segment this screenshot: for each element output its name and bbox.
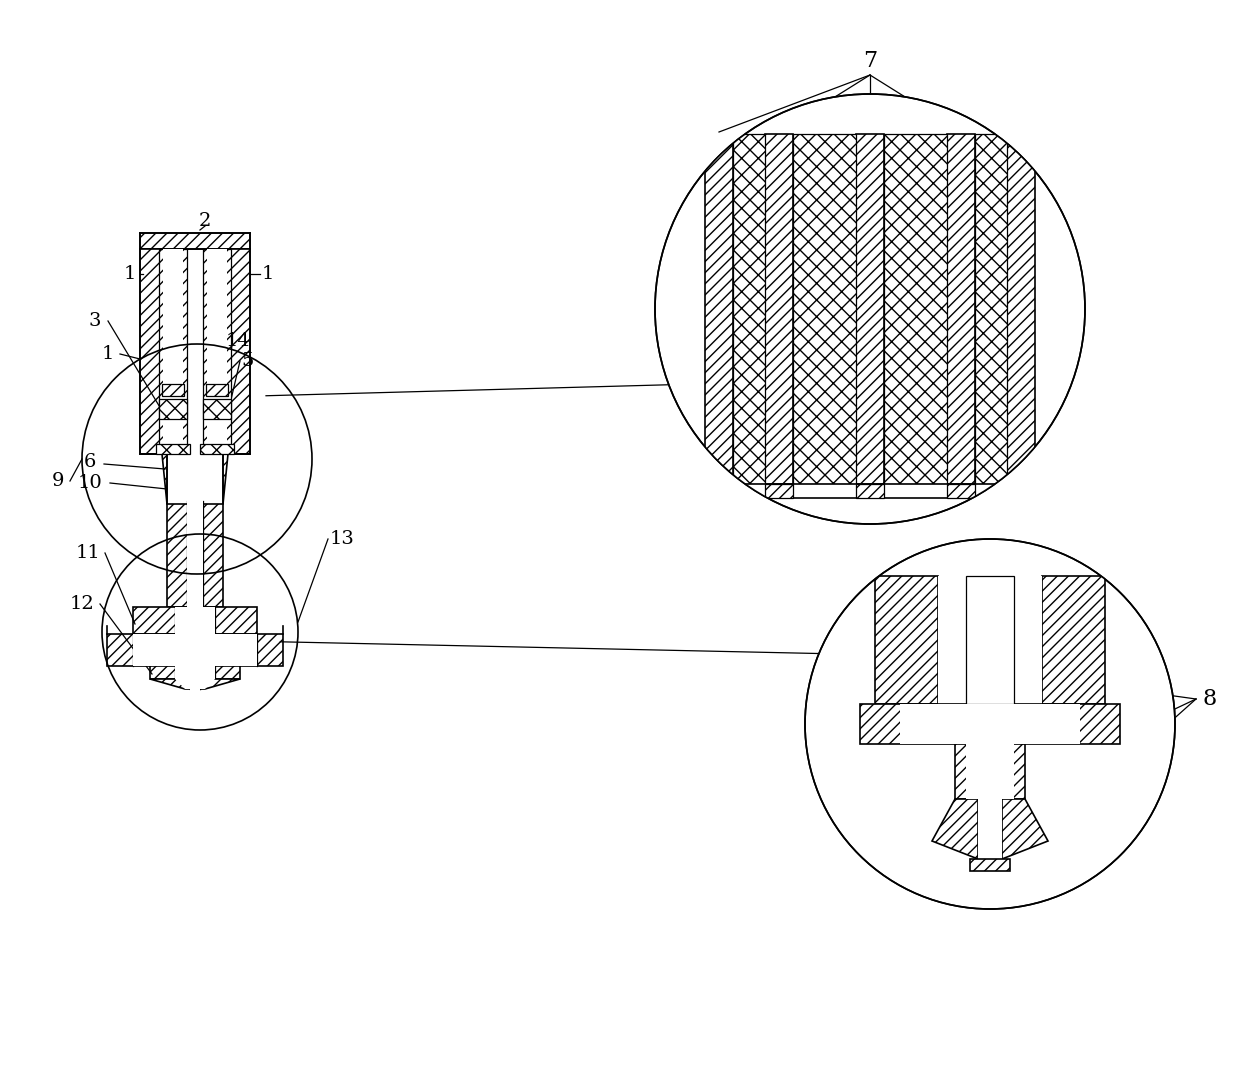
Polygon shape bbox=[167, 454, 223, 503]
Bar bbox=[706, 484, 1035, 498]
Bar bbox=[856, 484, 884, 498]
Polygon shape bbox=[175, 679, 215, 690]
Text: 11: 11 bbox=[76, 544, 100, 562]
Bar bbox=[203, 249, 231, 446]
Polygon shape bbox=[223, 454, 250, 503]
Text: 1: 1 bbox=[124, 265, 136, 283]
Bar bbox=[966, 576, 1014, 704]
Bar bbox=[133, 634, 257, 666]
Polygon shape bbox=[140, 454, 167, 503]
Bar bbox=[947, 134, 975, 484]
Text: 13: 13 bbox=[330, 530, 355, 548]
Bar bbox=[167, 503, 223, 607]
Bar bbox=[159, 399, 187, 419]
Circle shape bbox=[655, 94, 1085, 524]
Bar bbox=[140, 249, 162, 454]
Bar bbox=[975, 134, 1007, 484]
Text: 10: 10 bbox=[78, 474, 103, 492]
Bar bbox=[966, 744, 1014, 799]
Text: 2: 2 bbox=[198, 212, 211, 230]
Text: 7: 7 bbox=[863, 50, 877, 72]
Bar bbox=[900, 704, 1080, 744]
Text: 9: 9 bbox=[52, 472, 64, 490]
Text: 14: 14 bbox=[226, 332, 250, 350]
Bar bbox=[175, 666, 215, 679]
Bar bbox=[937, 576, 1042, 704]
Bar bbox=[875, 576, 937, 704]
Polygon shape bbox=[1002, 799, 1048, 859]
Bar bbox=[733, 134, 765, 484]
Bar bbox=[140, 233, 250, 249]
Bar bbox=[133, 607, 257, 634]
Bar bbox=[884, 134, 947, 484]
Text: 12: 12 bbox=[69, 595, 94, 613]
Bar bbox=[228, 249, 250, 454]
Bar bbox=[187, 499, 203, 607]
Bar bbox=[162, 384, 184, 396]
Bar bbox=[955, 744, 1025, 799]
Bar bbox=[765, 484, 794, 498]
Bar bbox=[206, 384, 228, 396]
Circle shape bbox=[805, 539, 1176, 909]
Polygon shape bbox=[932, 799, 978, 859]
Polygon shape bbox=[978, 799, 1002, 859]
Bar bbox=[162, 249, 228, 454]
Text: 3: 3 bbox=[89, 312, 102, 330]
Bar bbox=[175, 607, 215, 634]
Bar bbox=[207, 249, 227, 446]
Bar bbox=[856, 134, 884, 484]
Bar bbox=[970, 859, 1011, 871]
Polygon shape bbox=[150, 679, 241, 690]
Bar bbox=[162, 249, 184, 446]
Bar bbox=[794, 134, 856, 484]
Text: 8: 8 bbox=[1203, 688, 1218, 710]
Bar bbox=[150, 666, 241, 679]
Text: 1: 1 bbox=[262, 265, 274, 283]
Bar bbox=[200, 444, 234, 454]
Bar bbox=[765, 134, 794, 484]
Text: 5: 5 bbox=[242, 352, 254, 370]
Bar bbox=[156, 444, 190, 454]
Bar bbox=[190, 607, 200, 692]
Bar bbox=[107, 634, 283, 666]
Bar bbox=[947, 484, 975, 498]
Bar bbox=[159, 249, 187, 446]
Bar bbox=[861, 704, 1120, 744]
Text: 6: 6 bbox=[84, 453, 97, 471]
Bar bbox=[706, 134, 733, 484]
Bar bbox=[1042, 576, 1105, 704]
Bar bbox=[1007, 134, 1035, 484]
Bar bbox=[203, 399, 231, 419]
Text: 1: 1 bbox=[102, 345, 114, 363]
